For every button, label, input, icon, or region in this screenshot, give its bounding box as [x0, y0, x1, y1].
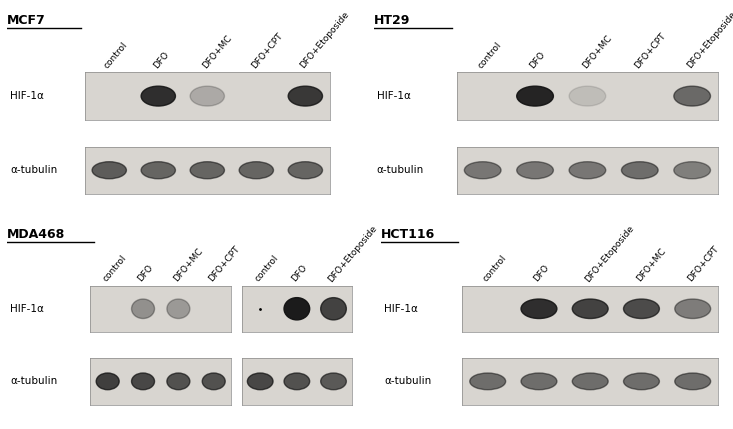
- Text: α-tubulin: α-tubulin: [377, 165, 424, 175]
- Ellipse shape: [569, 162, 605, 179]
- Ellipse shape: [288, 86, 323, 106]
- Text: control: control: [103, 40, 130, 70]
- Ellipse shape: [131, 299, 155, 318]
- Ellipse shape: [517, 162, 553, 179]
- Ellipse shape: [320, 373, 346, 390]
- Text: DFO+CPT: DFO+CPT: [207, 245, 242, 284]
- Ellipse shape: [674, 86, 710, 106]
- Text: DFO: DFO: [528, 50, 548, 70]
- Ellipse shape: [202, 373, 225, 390]
- Ellipse shape: [572, 299, 608, 318]
- Text: DFO+Etoposide: DFO+Etoposide: [327, 224, 379, 284]
- Text: HIF-1α: HIF-1α: [10, 304, 44, 314]
- Ellipse shape: [239, 162, 273, 179]
- Ellipse shape: [284, 373, 309, 390]
- Text: DFO+CPT: DFO+CPT: [249, 31, 284, 70]
- Ellipse shape: [141, 86, 175, 106]
- Ellipse shape: [167, 299, 190, 318]
- Text: DFO+CPT: DFO+CPT: [633, 31, 668, 70]
- Ellipse shape: [622, 162, 658, 179]
- Ellipse shape: [141, 162, 175, 179]
- Text: control: control: [481, 254, 508, 284]
- Text: control: control: [101, 254, 128, 284]
- Text: DFO: DFO: [152, 50, 171, 70]
- Text: α-tubulin: α-tubulin: [10, 165, 57, 175]
- Text: DFO+MC: DFO+MC: [581, 33, 614, 70]
- Ellipse shape: [288, 162, 323, 179]
- Ellipse shape: [167, 373, 190, 390]
- Ellipse shape: [320, 298, 346, 320]
- Text: HCT116: HCT116: [381, 228, 435, 241]
- Text: α-tubulin: α-tubulin: [10, 376, 57, 387]
- Ellipse shape: [96, 373, 119, 390]
- Ellipse shape: [465, 162, 501, 179]
- Text: HIF-1α: HIF-1α: [10, 91, 44, 101]
- Text: DFO+MC: DFO+MC: [200, 33, 233, 70]
- Text: HIF-1α: HIF-1α: [377, 91, 410, 101]
- Ellipse shape: [624, 373, 660, 390]
- Ellipse shape: [572, 373, 608, 390]
- Ellipse shape: [521, 299, 557, 318]
- Text: DFO: DFO: [290, 263, 309, 284]
- Ellipse shape: [674, 162, 710, 179]
- Text: DFO+MC: DFO+MC: [635, 247, 668, 284]
- Ellipse shape: [470, 373, 506, 390]
- Ellipse shape: [247, 373, 273, 390]
- Ellipse shape: [131, 373, 155, 390]
- Text: DFO+MC: DFO+MC: [172, 247, 205, 284]
- Text: DFO+Etoposide: DFO+Etoposide: [298, 10, 351, 70]
- Text: MCF7: MCF7: [7, 14, 46, 27]
- Ellipse shape: [624, 299, 660, 318]
- Ellipse shape: [92, 162, 126, 179]
- Text: control: control: [254, 254, 281, 284]
- Text: control: control: [476, 40, 503, 70]
- Text: HT29: HT29: [374, 14, 410, 27]
- Ellipse shape: [190, 86, 224, 106]
- Ellipse shape: [521, 373, 557, 390]
- Text: DFO+Etoposide: DFO+Etoposide: [583, 224, 636, 284]
- Ellipse shape: [675, 373, 711, 390]
- Text: DFO+CPT: DFO+CPT: [686, 245, 721, 284]
- Text: HIF-1α: HIF-1α: [384, 304, 418, 314]
- Ellipse shape: [517, 86, 553, 106]
- Ellipse shape: [569, 86, 605, 106]
- Ellipse shape: [675, 299, 711, 318]
- Text: DFO: DFO: [136, 263, 155, 284]
- Ellipse shape: [190, 162, 224, 179]
- Text: MDA468: MDA468: [7, 228, 65, 241]
- Text: α-tubulin: α-tubulin: [384, 376, 431, 387]
- Text: DFO: DFO: [532, 263, 551, 284]
- Text: DFO+Etoposide: DFO+Etoposide: [685, 10, 733, 70]
- Ellipse shape: [284, 298, 309, 320]
